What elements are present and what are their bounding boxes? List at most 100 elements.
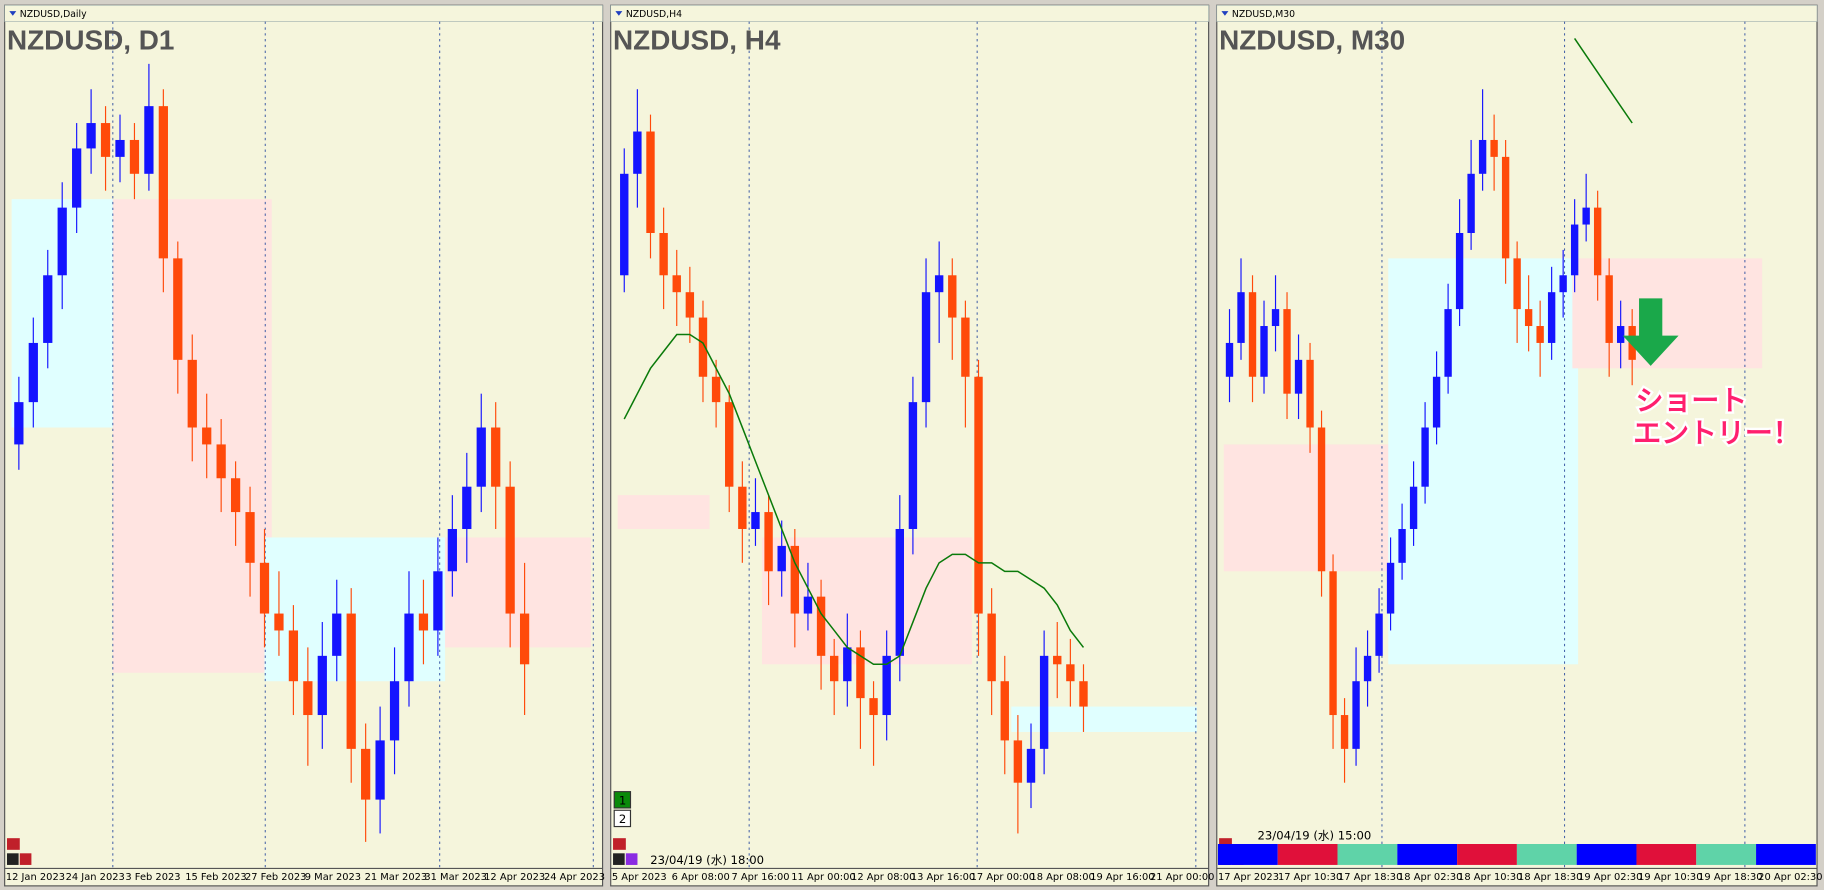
candle-body (803, 596, 813, 614)
x-tick-label: 17 Apr 18:30 (1338, 872, 1402, 883)
candle-body (202, 427, 212, 445)
candle-body (1039, 655, 1049, 749)
candle-body (447, 528, 457, 572)
x-tick-label: 24 Apr 2023 (544, 872, 605, 883)
candle-body (1329, 571, 1337, 716)
tool-icon[interactable] (19, 853, 32, 865)
candle-body (187, 359, 197, 428)
candle-body (317, 655, 327, 716)
candle-body (43, 275, 53, 343)
candle-body (987, 613, 996, 682)
candle-body (346, 613, 356, 749)
candle-body (86, 123, 96, 149)
menu-triangle[interactable] (615, 11, 623, 16)
chart-panel: NZDUSD,Daily NZDUSD, D1 12 Jan 2023 24 Jan … (4, 4, 605, 887)
menu-triangle[interactable] (9, 11, 17, 16)
candle-body (1455, 232, 1464, 310)
candle-body (1079, 681, 1088, 707)
x-tick-label: 3 Feb 2023 (125, 872, 180, 883)
candle-body (1536, 326, 1544, 343)
menu-triangle[interactable] (1221, 11, 1229, 16)
annotation: エントリー！ (1633, 417, 1800, 450)
supply-demand-zone (1572, 258, 1763, 369)
candle-body (245, 512, 255, 563)
x-tick-label: 18 Apr 02:30 (1398, 872, 1462, 883)
candle-body (1271, 309, 1280, 327)
candle-body (389, 681, 400, 741)
chart-panel: NZDUSD,H4 NZDUSD, H4 5 Apr 2023 6 Apr 08:00… (610, 4, 1214, 887)
button-label[interactable]: 1 (619, 793, 626, 807)
candle-body (1582, 207, 1590, 225)
candle-body (790, 545, 800, 614)
candle-body (1375, 613, 1383, 656)
candle-body (921, 292, 931, 403)
candle-body (751, 512, 760, 529)
x-tick-label: 19 Apr 16:00 (1090, 872, 1154, 883)
chart-title: NZDUSD, M30 (1219, 24, 1405, 55)
button[interactable] (613, 809, 632, 828)
candle-body (961, 317, 970, 377)
candle-body (519, 613, 530, 665)
button[interactable] (613, 791, 632, 809)
header-bar (1216, 4, 1818, 22)
candle-body (1294, 359, 1303, 394)
signal-strip (1516, 844, 1577, 865)
candle-body (1260, 326, 1268, 377)
button-label[interactable]: 2 (619, 812, 626, 826)
candle-body (738, 486, 747, 529)
candle-body (620, 173, 629, 276)
moving-average (1573, 38, 1633, 124)
x-tick-label: 17 Apr 10:30 (1278, 872, 1342, 883)
candle-body (908, 402, 918, 529)
candle-body (1386, 562, 1395, 614)
indicator-icon[interactable] (6, 838, 20, 850)
candle-body (462, 486, 472, 529)
candle-body (505, 486, 515, 614)
x-tick-label: 12 Jan 2023 (6, 872, 65, 883)
candle-body (895, 528, 904, 656)
x-tick-label: 18 Apr 18:30 (1518, 872, 1582, 883)
candle-body (1513, 258, 1521, 310)
candle-body (216, 444, 226, 479)
moving-average (623, 333, 1085, 666)
candle-body (1013, 740, 1023, 783)
candle-body (1026, 748, 1036, 783)
candle-body (1444, 309, 1452, 377)
signal-strip (1217, 844, 1278, 865)
x-tick-label: 19 Apr 02:30 (1578, 872, 1642, 883)
candle-body (28, 342, 38, 403)
annotation: ショート (1636, 384, 1748, 417)
x-tick-label: 21 Mar 2023 (365, 872, 428, 883)
x-tick-label: 13 Apr 16:00 (911, 872, 975, 883)
indicator-icon[interactable] (613, 838, 626, 850)
tool-icon[interactable] (613, 853, 625, 865)
candle-body (361, 748, 371, 800)
candle-body (1352, 681, 1360, 749)
x-tick-label: 7 Apr 16:00 (731, 872, 789, 883)
candle-body (1225, 342, 1234, 377)
candle-body (777, 545, 786, 572)
x-tick-label: 11 Apr 00:00 (791, 872, 855, 883)
candle-body (1000, 681, 1009, 741)
supply-demand-zone (617, 495, 710, 529)
candle-body (698, 317, 708, 377)
header-bar (610, 4, 1209, 22)
tool-icon[interactable] (6, 853, 19, 865)
candle-body (1409, 486, 1418, 529)
candle-body (974, 376, 983, 614)
signal-strip (1636, 844, 1697, 865)
cursor-time: 23/04/19 (水) 15:00 (1257, 828, 1371, 842)
candle-body (659, 232, 668, 276)
tool-icon[interactable] (625, 853, 638, 865)
candle-body (72, 148, 82, 208)
x-tick-label: 5 Apr 2023 (612, 872, 667, 883)
candle-body (725, 402, 734, 487)
window-header: NZDUSD,M30 (1232, 9, 1295, 20)
candle-body (418, 613, 429, 631)
signal-strip (1397, 844, 1458, 865)
candle-body (1501, 156, 1510, 259)
candle-body (1605, 275, 1613, 343)
candle-body (433, 571, 443, 631)
